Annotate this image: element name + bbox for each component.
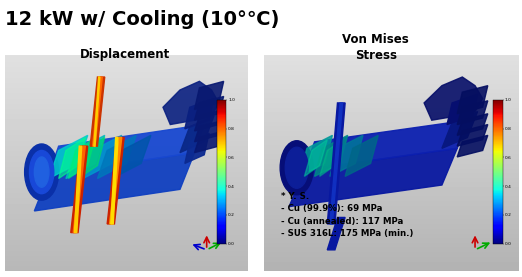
Polygon shape [447,94,478,125]
Polygon shape [195,81,223,109]
Ellipse shape [25,144,58,200]
Polygon shape [424,77,483,120]
Polygon shape [73,146,85,233]
Polygon shape [92,77,102,146]
Polygon shape [195,120,223,142]
Polygon shape [34,153,195,211]
Polygon shape [185,99,214,129]
Polygon shape [78,137,105,179]
Ellipse shape [280,141,313,195]
Polygon shape [289,148,457,207]
Polygon shape [315,135,348,176]
Polygon shape [66,135,105,179]
Polygon shape [111,137,118,224]
Ellipse shape [29,150,54,194]
Polygon shape [58,137,85,179]
Polygon shape [68,137,95,179]
Polygon shape [49,135,88,179]
Polygon shape [304,120,467,170]
Polygon shape [98,135,136,179]
Polygon shape [457,101,488,125]
Polygon shape [457,86,488,114]
Text: Displacement: Displacement [80,48,170,61]
Polygon shape [180,116,214,153]
Polygon shape [442,112,478,148]
Polygon shape [195,131,223,153]
Polygon shape [330,103,342,224]
Polygon shape [163,81,219,125]
Polygon shape [319,140,342,176]
Polygon shape [110,137,122,224]
Polygon shape [71,146,88,233]
Polygon shape [457,135,488,157]
Polygon shape [457,114,488,135]
Polygon shape [195,96,223,120]
Polygon shape [83,135,122,179]
Text: * Y. S.
- Cu (99.9%): 69 MPa
- Cu (annealed): 117 MPa
- SUS 316L: 175 MPa (min.): * Y. S. - Cu (99.9%): 69 MPa - Cu (annea… [281,191,414,238]
Polygon shape [90,77,105,146]
Polygon shape [185,133,209,163]
Polygon shape [75,146,81,233]
Polygon shape [457,125,488,146]
Ellipse shape [285,147,308,188]
Polygon shape [299,135,333,176]
Polygon shape [330,135,363,176]
Text: Von Mises
Stress: Von Mises Stress [342,33,409,62]
Ellipse shape [34,157,49,187]
Polygon shape [327,217,345,250]
Text: 12 kW w/ Cooling (10°℃): 12 kW w/ Cooling (10°℃) [5,10,280,29]
Polygon shape [94,77,100,146]
Polygon shape [345,135,378,176]
Polygon shape [304,140,327,176]
Polygon shape [195,109,223,131]
Polygon shape [112,135,151,179]
Polygon shape [49,125,204,174]
Polygon shape [107,137,124,224]
Polygon shape [327,103,345,224]
